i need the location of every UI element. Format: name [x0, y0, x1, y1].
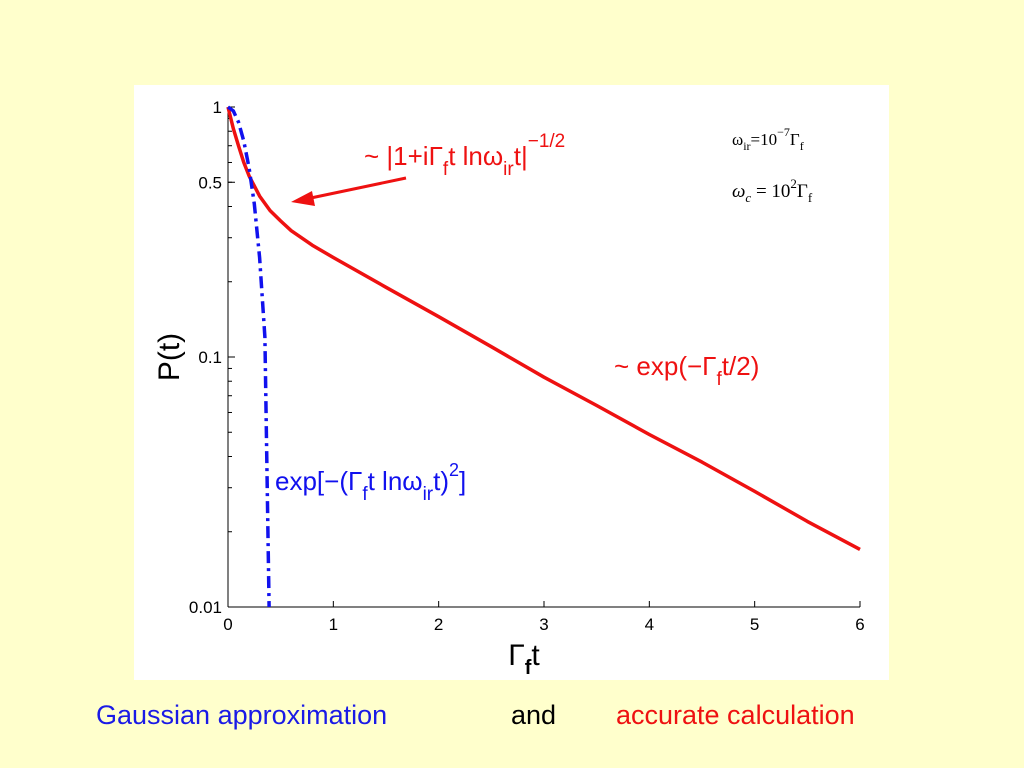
x-tick-label: 4: [645, 615, 654, 634]
annotations: ~ |1+iΓft lnωirt|−1/2 ~ exp(−Γft/2) exp[…: [275, 125, 813, 505]
axes: 0 1 2 3 4 5 6 1 0.5 0.1 0.01: [189, 98, 865, 634]
decay-chart: 0 1 2 3 4 5 6 1 0.5 0.1 0.01 ~ |1+iΓft lnωirt|−1/2…: [153, 98, 865, 679]
y-tick-label: 0.1: [198, 348, 222, 367]
annotation-power-law: ~ |1+iΓft lnωirt|−1/2: [364, 131, 565, 180]
y-tick-label: 0.01: [189, 598, 222, 617]
y-axis-label: P(t): [153, 333, 186, 381]
plot-panel: 0 1 2 3 4 5 6 1 0.5 0.1 0.01 ~ |1+iΓft lnωirt|−1/2…: [134, 85, 889, 680]
x-axis-label: Γft: [508, 639, 540, 679]
series-layer: [226, 105, 861, 608]
accurate-curve: [226, 106, 861, 551]
caption-gaussian: Gaussian approximation: [96, 700, 388, 730]
y-tick-label: 0.5: [198, 173, 222, 192]
x-tick-label: 3: [539, 615, 548, 634]
x-tick-label: 1: [329, 615, 338, 634]
y-tick-label: 1: [213, 98, 222, 117]
annotation-arrow-head: [291, 191, 315, 206]
param-omega-ir: ωir=10−7Γf: [732, 125, 804, 153]
gaussian-curve: [226, 105, 271, 608]
param-omega-c: ωc = 102Γf: [732, 176, 813, 205]
annotation-gaussian: exp[−(Γft lnωirt)2]: [275, 460, 466, 505]
caption-accurate: accurate calculation: [616, 700, 855, 730]
x-tick-label: 6: [855, 615, 864, 634]
annotation-exp-decay: ~ exp(−Γft/2): [614, 351, 759, 390]
x-tick-label: 2: [434, 615, 443, 634]
x-tick-label: 5: [750, 615, 759, 634]
caption-and: and: [511, 700, 557, 730]
x-tick-label: 0: [223, 615, 232, 634]
annotation-arrow-line: [305, 176, 407, 201]
